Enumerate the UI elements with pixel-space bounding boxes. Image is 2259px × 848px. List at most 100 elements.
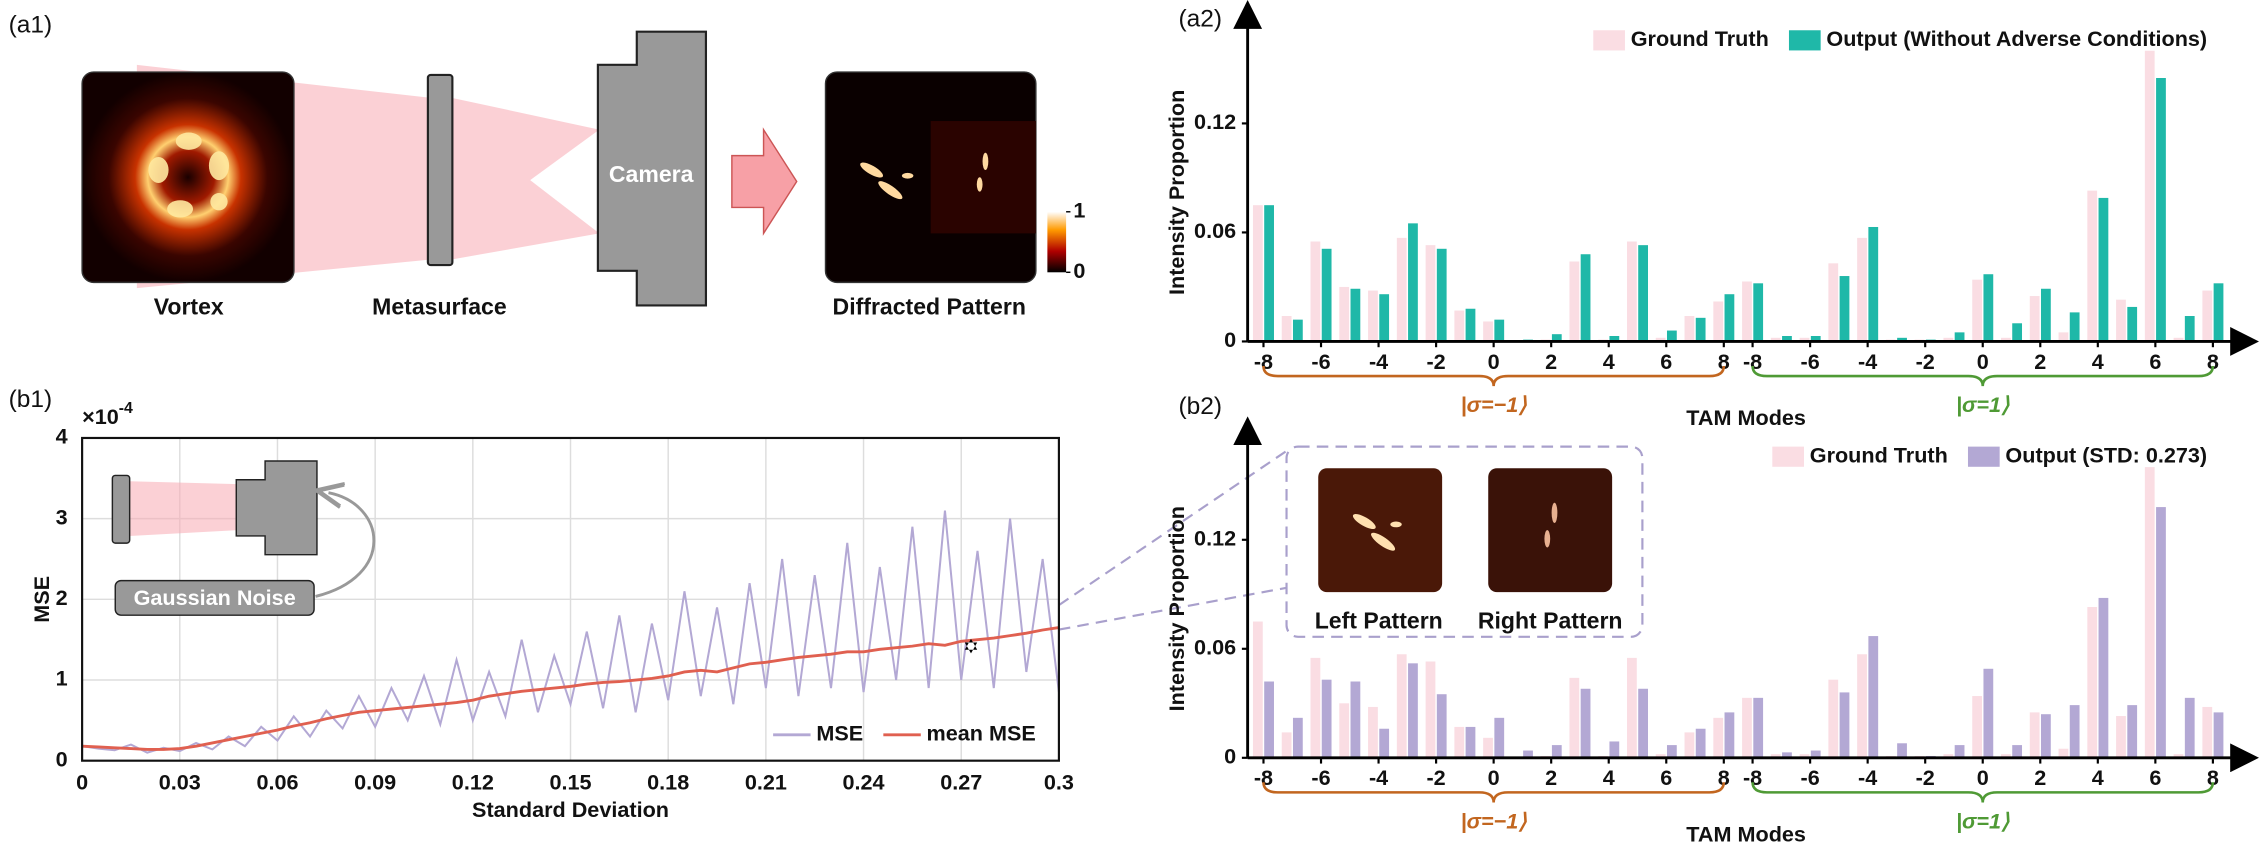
bar xyxy=(1742,697,1752,758)
bar xyxy=(1609,335,1620,342)
bar xyxy=(2144,467,2155,758)
x-tick-label: 6 xyxy=(1660,349,1672,374)
y-scale: ×10-4 xyxy=(82,400,133,428)
bar xyxy=(2040,288,2051,342)
bar xyxy=(1799,754,1810,758)
x-tick-label: 8 xyxy=(2207,349,2219,374)
beam xyxy=(452,97,600,260)
bar xyxy=(1494,717,1505,758)
bar xyxy=(1350,288,1361,342)
bar xyxy=(1551,334,1562,342)
legend-item: Ground Truth xyxy=(1593,26,1769,51)
x-tick-label: 4 xyxy=(2092,349,2104,374)
bar xyxy=(1810,750,1821,758)
x-tick-label: -6 xyxy=(1801,765,1820,790)
bar xyxy=(2184,697,2195,758)
y-tick-label: 0.06 xyxy=(1194,218,1236,243)
diagram-label: Metasurface xyxy=(372,293,507,319)
bar xyxy=(1857,237,1867,342)
x-tick-label: 0.03 xyxy=(159,769,201,794)
x-tick-label: 4 xyxy=(2092,765,2104,790)
group-brace xyxy=(1751,782,2215,803)
x-tick-label: -6 xyxy=(1311,765,1330,790)
group-label: |σ=1⟩ xyxy=(1956,808,2010,833)
y-axis-label: Intensity Proportion xyxy=(1164,90,1189,295)
bar xyxy=(1626,657,1637,758)
bar xyxy=(1857,654,1867,758)
bar xyxy=(1321,248,1332,342)
vortex-image xyxy=(81,71,295,284)
vortex-lobes xyxy=(148,132,230,218)
arrow xyxy=(731,127,798,236)
bar xyxy=(1684,732,1695,758)
y-tick-label: 1 xyxy=(56,666,68,691)
legend-label: mean MSE xyxy=(927,720,1036,745)
group-label: |σ=1⟩ xyxy=(1956,392,2010,417)
bar xyxy=(1753,697,1764,758)
x-tick-label: 0 xyxy=(76,769,88,794)
x-tick-label: 6 xyxy=(2149,349,2161,374)
bar xyxy=(2127,306,2138,342)
bar xyxy=(1839,692,1850,758)
y-tick-label: 4 xyxy=(56,424,68,449)
bar xyxy=(2098,197,2109,342)
legend-item: Output (Without Adverse Conditions) xyxy=(1788,26,2207,51)
bar xyxy=(1379,728,1390,758)
bar xyxy=(2173,337,2184,342)
x-tick-label: 0.3 xyxy=(1044,769,1074,794)
bar xyxy=(1368,706,1378,758)
metasurface xyxy=(111,474,131,544)
bar xyxy=(1810,335,1821,342)
bar xyxy=(1310,241,1321,342)
bar xyxy=(1770,754,1781,758)
bar xyxy=(1724,712,1735,758)
diagram-label: Diffracted Pattern xyxy=(833,293,1026,319)
x-axis-label: Standard Deviation xyxy=(472,797,669,822)
panel-label: (b1) xyxy=(9,386,53,413)
bar xyxy=(1943,337,1954,342)
bar xyxy=(1638,245,1648,342)
x-tick-label: -2 xyxy=(1426,349,1445,374)
x-tick-label: -8 xyxy=(1743,765,1762,790)
bar xyxy=(2058,748,2069,758)
bar xyxy=(1523,750,1533,758)
x-tick-label: 0.21 xyxy=(745,769,787,794)
bar xyxy=(1436,248,1447,342)
x-tick-label: 0 xyxy=(1488,349,1500,374)
bar xyxy=(1310,657,1321,758)
pattern-spots xyxy=(860,152,989,200)
bar xyxy=(1350,681,1361,758)
right-pattern-image xyxy=(1488,468,1613,593)
bar xyxy=(1655,337,1666,342)
bar xyxy=(2058,332,2069,342)
legend-swatch xyxy=(1967,446,2000,467)
bar xyxy=(2116,299,2126,342)
series-line xyxy=(82,626,1060,751)
bar xyxy=(1569,261,1580,342)
bar xyxy=(1684,316,1695,342)
x-tick-label: -8 xyxy=(1254,349,1273,374)
x-tick-label: -2 xyxy=(1426,765,1445,790)
bar xyxy=(2069,312,2080,342)
y-tick-label: 2 xyxy=(56,585,68,610)
x-tick-label: -6 xyxy=(1311,349,1330,374)
bar xyxy=(2202,706,2213,758)
bar xyxy=(1483,321,1493,342)
group-brace xyxy=(1751,365,2215,387)
bar xyxy=(1983,668,1994,758)
bar xyxy=(2029,296,2040,342)
x-tick-label: -8 xyxy=(1254,765,1273,790)
x-tick-label: 0.27 xyxy=(940,769,982,794)
bar xyxy=(2116,716,2126,758)
x-tick-label: 0 xyxy=(1977,349,1989,374)
bar xyxy=(1943,754,1954,758)
x-tick-label: -2 xyxy=(1916,765,1935,790)
bar xyxy=(1264,681,1274,758)
bar xyxy=(1782,335,1792,342)
beam xyxy=(129,481,238,536)
x-tick-label: 0.12 xyxy=(452,769,494,794)
bar xyxy=(1695,317,1706,342)
y-tick-label: 0 xyxy=(1224,744,1236,769)
x-tick-label: 4 xyxy=(1603,349,1615,374)
y-tick-label: 0.12 xyxy=(1194,525,1236,550)
